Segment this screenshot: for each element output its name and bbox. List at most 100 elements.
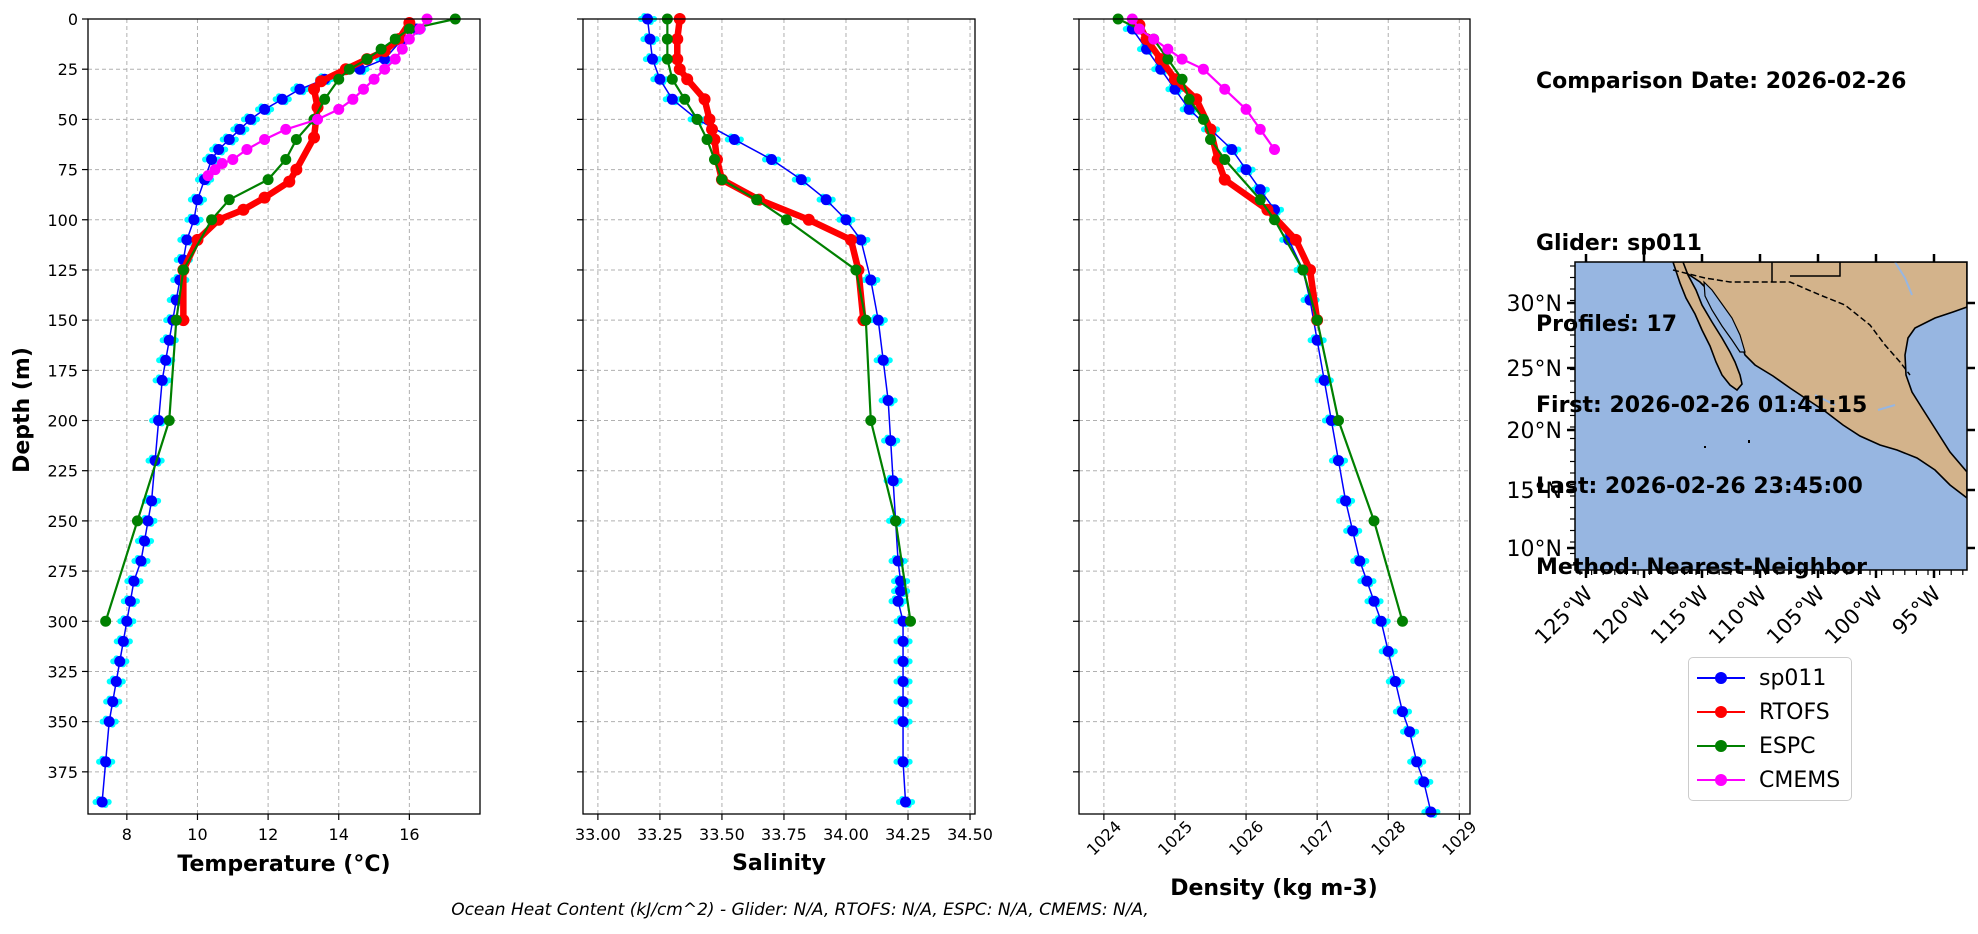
cmems-point <box>357 83 369 95</box>
espc-point <box>679 93 691 105</box>
espc-point <box>343 63 355 75</box>
espc-point <box>131 515 143 527</box>
sp011-point <box>877 354 889 366</box>
rtofs-point <box>681 73 694 86</box>
sp011-point <box>1361 575 1373 587</box>
cmems-point <box>312 113 324 125</box>
sp011-point <box>223 133 235 145</box>
sp011-point <box>865 274 877 286</box>
espc-point <box>319 93 331 105</box>
cmems-point <box>1133 23 1145 35</box>
espc-point <box>716 174 728 186</box>
sp011-point <box>1382 645 1394 657</box>
sp011-point <box>128 575 140 587</box>
legend: sp011 RTOFS ESPC CMEMS <box>1688 657 1852 801</box>
rtofs-point <box>703 113 716 126</box>
espc-line <box>666 19 912 622</box>
sp011-point <box>820 194 832 206</box>
sp011-point <box>1340 495 1352 507</box>
espc-point <box>701 133 713 145</box>
legend-marker <box>1715 706 1727 718</box>
espc-point <box>361 53 373 65</box>
espc-point <box>890 515 902 527</box>
cmems-point <box>347 93 359 105</box>
map-gulf-of-california <box>1703 280 1746 353</box>
x-tick-label: 10 <box>187 825 207 844</box>
rtofs-point <box>844 233 857 246</box>
espc-point <box>1176 73 1188 85</box>
sp011-point <box>1389 676 1401 687</box>
espc-point <box>1219 154 1231 166</box>
espc-point <box>860 314 872 326</box>
espc-point <box>403 23 415 35</box>
sp011-point <box>897 716 909 728</box>
espc-point <box>170 314 182 326</box>
legend-marker <box>1715 774 1727 786</box>
espc-point <box>904 615 916 627</box>
y-tick-label: 25 <box>58 60 78 79</box>
x-tick-label: 1027 <box>1296 817 1338 859</box>
cmems-point <box>1269 143 1280 155</box>
lat-label: 15°N <box>1507 479 1562 504</box>
sp011-point <box>117 635 129 647</box>
espc-point <box>708 154 720 166</box>
y-tick-label: 175 <box>47 361 78 380</box>
espc-point <box>661 33 673 45</box>
last-time: Last: 2026-02-26 23:45:00 <box>1536 474 1863 499</box>
sp011-point <box>1169 83 1181 95</box>
espc-point <box>780 214 792 226</box>
sp011-point <box>96 796 108 808</box>
legend-label: CMEMS <box>1759 767 1841 793</box>
espc-point <box>666 73 678 85</box>
espc-point <box>375 43 387 55</box>
rtofs-point <box>283 175 296 188</box>
x-tick-label: 33.75 <box>761 825 807 844</box>
espc-point <box>280 154 292 166</box>
x-tick-label: 34.50 <box>947 825 993 844</box>
legend-item-rtofs: RTOFS <box>1697 697 1830 727</box>
y-tick-label: 50 <box>58 110 78 129</box>
legend-marker <box>1715 672 1727 684</box>
espc-point <box>163 415 175 427</box>
cmems-point <box>1254 123 1266 135</box>
sp011-point <box>188 214 200 226</box>
first-time: First: 2026-02-26 01:41:15 <box>1536 393 1868 418</box>
sp011-point <box>1396 706 1408 718</box>
map-river <box>1814 262 1913 411</box>
cmems-point <box>403 33 415 45</box>
espc-point <box>177 264 189 276</box>
x-tick-label: 1028 <box>1367 817 1409 859</box>
sp011-point <box>259 103 271 115</box>
axes-frame <box>582 18 976 815</box>
x-tick-label: 12 <box>258 825 278 844</box>
espc-point <box>290 133 302 145</box>
x-tick-label: 34.00 <box>823 825 869 844</box>
sp011-point <box>897 676 909 687</box>
sp011-point <box>766 154 778 166</box>
depth-axis-label: Depth (m) <box>10 347 35 473</box>
espc-point <box>1269 214 1280 226</box>
x-tick-label: 1026 <box>1225 817 1267 859</box>
espc-point <box>1368 515 1380 527</box>
y-tick-label: 275 <box>47 562 78 581</box>
sp011-point <box>840 214 852 226</box>
y-tick-label: 225 <box>47 462 78 481</box>
sp011-point <box>1332 455 1344 467</box>
espc-point <box>1205 133 1217 145</box>
sp011-point <box>644 33 656 45</box>
sp011-point <box>107 696 119 708</box>
rtofs-point <box>802 213 815 226</box>
rtofs-point <box>1289 233 1302 246</box>
legend-label: sp011 <box>1759 665 1827 691</box>
sp011-point <box>156 374 168 386</box>
sp011-point <box>1418 776 1430 788</box>
rtofs-point <box>308 83 321 96</box>
x-tick-label: 33.50 <box>699 825 745 844</box>
cmems-point <box>414 23 426 35</box>
temperature-axis-label: Temperature (°C) <box>177 852 390 877</box>
sp011-point <box>646 53 658 65</box>
sp011-point <box>294 83 306 95</box>
x-tick-label: 34.25 <box>885 825 931 844</box>
cmems-point <box>368 73 380 85</box>
legend-label: ESPC <box>1759 733 1816 759</box>
